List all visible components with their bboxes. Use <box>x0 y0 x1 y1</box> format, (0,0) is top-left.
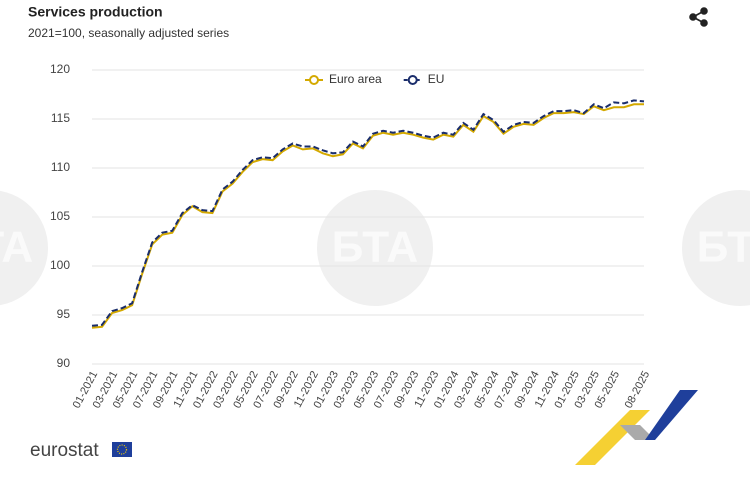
y-tick-label: 120 <box>50 62 70 76</box>
watermarks <box>0 190 750 306</box>
y-tick-label: 110 <box>51 160 70 174</box>
y-tick-label: 95 <box>57 307 71 321</box>
corner-logo <box>575 390 698 465</box>
share-icon[interactable] <box>689 7 708 27</box>
legend-item: Euro area <box>305 72 382 86</box>
y-tick-label: 90 <box>57 356 71 370</box>
chart-subtitle: 2021=100, seasonally adjusted series <box>28 26 229 40</box>
chart-title: Services production <box>28 4 163 20</box>
legend-marker <box>309 75 319 85</box>
legend-marker <box>407 75 418 85</box>
eu-stars <box>116 444 128 455</box>
legend-label: Euro area <box>329 72 382 86</box>
watermark: БТА <box>332 223 418 272</box>
watermark: БТА <box>697 223 750 272</box>
legend-label: EU <box>428 72 445 86</box>
watermark: БТА <box>0 223 33 272</box>
y-tick-label: 115 <box>51 111 70 125</box>
series-line <box>91 103 644 329</box>
y-tick-label: 105 <box>50 209 70 223</box>
series-line <box>91 99 645 327</box>
logo-text: eurostat <box>30 440 99 461</box>
legend-item: EU <box>403 72 445 86</box>
y-tick-label: 100 <box>50 258 70 272</box>
x-tick-label: 08-2025 <box>623 369 653 410</box>
eu-flag <box>112 442 132 457</box>
